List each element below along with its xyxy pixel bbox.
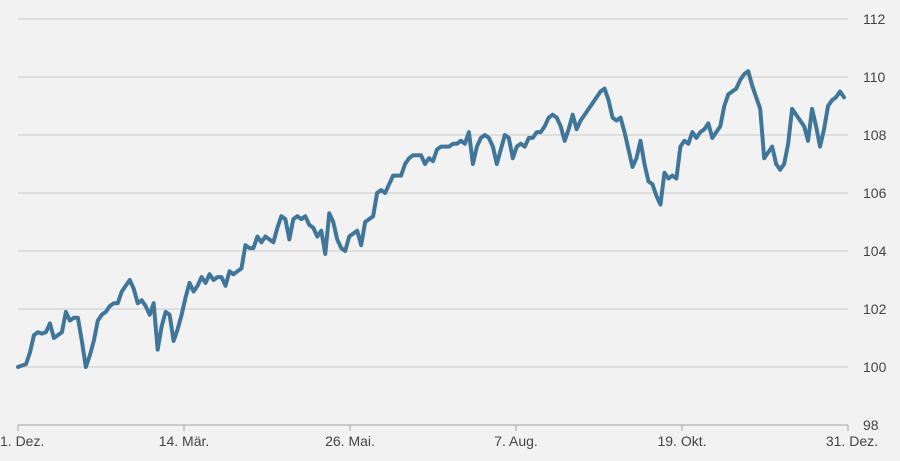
x-axis-tick-labels: 1. Dez. 14. Mär. 26. Mai. 7. Aug. 19. Okt. 31…	[0, 425, 878, 449]
x-tick-label: 26. Mai.	[325, 433, 375, 449]
y-tick-label: 100	[863, 359, 887, 375]
y-tick-label: 110	[863, 69, 886, 85]
y-tick-label: 106	[863, 185, 887, 201]
y-tick-label: 112	[863, 11, 886, 27]
x-tick-label: 14. Mär.	[159, 433, 210, 449]
series-line	[16, 69, 846, 369]
x-tick-label: 19. Okt.	[657, 433, 706, 449]
y-tick-label: 102	[863, 301, 887, 317]
y-tick-label: 98	[863, 417, 879, 433]
y-tick-label: 104	[863, 243, 887, 259]
y-tick-label: 108	[863, 127, 887, 143]
x-tick-label: 1. Dez.	[0, 433, 44, 449]
y-axis-tick-labels: 98 100 102 104 106 108 110 112	[863, 11, 887, 433]
x-tick-label: 31. Dez.	[826, 433, 878, 449]
gridlines	[18, 18, 848, 368]
x-tick-label: 7. Aug.	[494, 433, 538, 449]
